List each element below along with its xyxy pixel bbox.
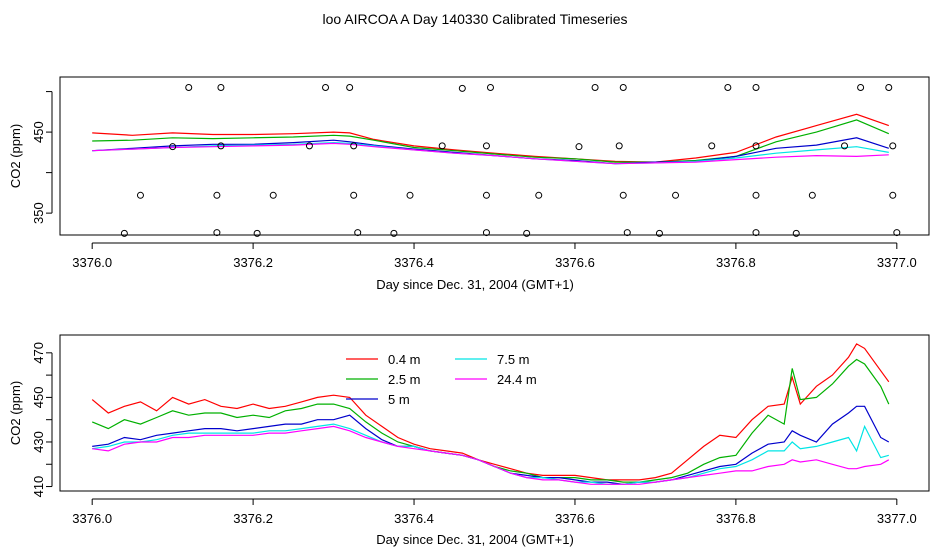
scatter-point <box>253 229 261 237</box>
scatter-point <box>482 142 490 150</box>
top-series-lines <box>92 113 890 165</box>
bottom-panel: 3376.0 3376.2 3376.4 3376.6 3376.8 3377.0 410… <box>8 334 930 547</box>
top-y-axis: 350 450 <box>31 91 53 224</box>
series-line-24-4-m <box>92 142 889 165</box>
series-line-0-4-m <box>92 113 889 163</box>
chart-title: loo AIRCOA A Day 140330 Calibrated Times… <box>322 11 627 27</box>
scatter-point <box>354 229 362 237</box>
scatter-point <box>269 191 277 199</box>
scatter-point <box>213 191 221 199</box>
series-line-24-4-m <box>92 425 890 485</box>
scatter-point <box>185 84 193 92</box>
scatter-point <box>752 229 760 237</box>
x-tick-label: 3376.4 <box>394 511 434 526</box>
x-tick-label: 3376.8 <box>716 255 756 270</box>
y-tick-label: 450 <box>31 387 46 409</box>
scatter-point <box>857 84 865 92</box>
bottom-y-axis-label: CO2 (ppm) <box>8 381 23 445</box>
scatter-point <box>169 143 177 151</box>
scatter-point <box>672 191 680 199</box>
series-line-0-4-m <box>91 343 890 481</box>
scatter-point <box>217 142 225 150</box>
scatter-point <box>575 143 583 151</box>
y-tick-label: 410 <box>31 476 46 498</box>
scatter-point <box>486 84 494 92</box>
scatter-point <box>438 142 446 150</box>
y-tick-label: 470 <box>31 342 46 364</box>
x-tick-label: 3377.0 <box>877 511 917 526</box>
top-panel: 3376.0 3376.2 3376.4 3376.6 3376.8 3377.0 350… <box>8 76 930 292</box>
top-x-axis-label: Day since Dec. 31, 2004 (GMT+1) <box>376 277 574 292</box>
scatter-point <box>390 229 398 237</box>
x-tick-label: 3377.0 <box>877 255 917 270</box>
scatter-point <box>523 229 531 237</box>
legend-label: 24.4 m <box>497 372 537 387</box>
top-plot-frame <box>59 76 930 236</box>
top-y-axis-label: CO2 (ppm) <box>8 124 23 188</box>
y-tick-label: 450 <box>31 121 46 143</box>
scatter-point <box>889 191 897 199</box>
bottom-series-lines <box>91 343 890 485</box>
scatter-point <box>213 229 221 237</box>
x-tick-label: 3376.0 <box>72 255 112 270</box>
scatter-point <box>889 142 897 150</box>
x-tick-label: 3376.2 <box>233 511 273 526</box>
legend-label: 7.5 m <box>497 352 530 367</box>
scatter-point <box>619 84 627 92</box>
series-line-7-5-m <box>92 423 889 485</box>
bottom-x-axis-label: Day since Dec. 31, 2004 (GMT+1) <box>376 532 574 547</box>
scatter-point <box>615 142 623 150</box>
top-x-axis: 3376.0 3376.2 3376.4 3376.6 3376.8 3377.0 <box>72 242 917 270</box>
x-tick-label: 3376.4 <box>394 255 434 270</box>
x-tick-label: 3376.6 <box>555 255 595 270</box>
scatter-point <box>885 84 893 92</box>
series-line-5-m <box>92 405 890 485</box>
scatter-point <box>724 84 732 92</box>
scatter-point <box>217 84 225 92</box>
bottom-y-axis: 410 430 450 470 <box>31 342 53 498</box>
scatter-point <box>482 229 490 237</box>
scatter-point <box>808 191 816 199</box>
scatter-point <box>619 191 627 199</box>
x-tick-label: 3376.6 <box>555 511 595 526</box>
scatter-point <box>350 191 358 199</box>
scatter-point <box>346 84 354 92</box>
scatter-point <box>350 142 358 150</box>
scatter-point <box>655 229 663 237</box>
scatter-point <box>752 142 760 150</box>
scatter-point <box>752 191 760 199</box>
x-tick-label: 3376.0 <box>72 511 112 526</box>
top-scatter-points <box>120 84 901 237</box>
scatter-point <box>752 84 760 92</box>
scatter-point <box>322 84 330 92</box>
scatter-point <box>482 191 490 199</box>
scatter-point <box>120 229 128 237</box>
scatter-point <box>305 142 313 150</box>
scatter-point <box>841 142 849 150</box>
scatter-point <box>535 191 543 199</box>
legend-label: 0.4 m <box>388 352 421 367</box>
x-tick-label: 3376.2 <box>233 255 273 270</box>
bottom-x-axis: 3376.0 3376.2 3376.4 3376.6 3376.8 3377.0 <box>72 498 917 526</box>
scatter-point <box>406 191 414 199</box>
scatter-point <box>591 84 599 92</box>
series-line-2-5-m <box>91 358 890 483</box>
scatter-point <box>893 229 901 237</box>
bottom-plot-frame <box>59 334 930 492</box>
y-tick-label: 350 <box>31 202 46 224</box>
legend-label: 2.5 m <box>388 372 421 387</box>
series-line-5-m <box>92 137 889 165</box>
scatter-point <box>136 191 144 199</box>
scatter-point <box>792 229 800 237</box>
scatter-point <box>623 229 631 237</box>
legend: 0.4 m 2.5 m 5 m 7.5 m 24.4 m <box>346 352 537 407</box>
scatter-point <box>458 84 466 92</box>
legend-label: 5 m <box>388 392 410 407</box>
scatter-point <box>708 142 716 150</box>
y-tick-label: 430 <box>31 431 46 453</box>
x-tick-label: 3376.8 <box>716 511 756 526</box>
